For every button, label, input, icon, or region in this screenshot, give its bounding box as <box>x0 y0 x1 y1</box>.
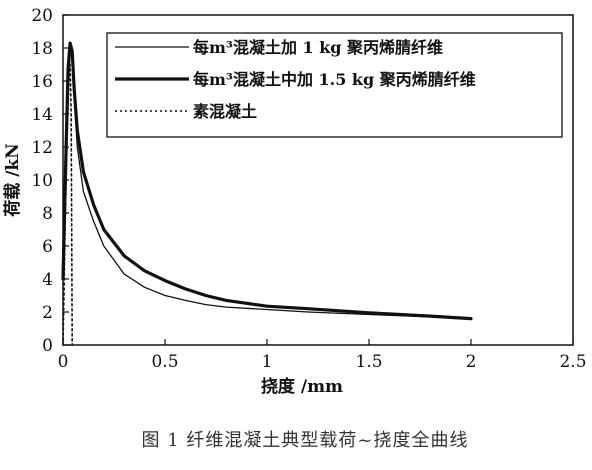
y-tick-label: 20 <box>31 6 53 26</box>
y-tick-label: 8 <box>42 204 53 224</box>
x-tick-label: 1 <box>262 352 273 372</box>
y-tick-label: 4 <box>42 270 53 290</box>
y-tick-label: 6 <box>42 237 53 257</box>
series-layer <box>61 41 473 346</box>
x-tick-label: 0.5 <box>151 352 178 372</box>
legend-label-1: 每m³混凝土加 1 kg 聚丙烯腈纤维 <box>193 38 443 57</box>
y-tick-label: 18 <box>31 39 53 59</box>
x-tick-label: 0 <box>58 352 69 372</box>
legend-label-2: 每m³混凝土中加 1.5 kg 聚丙烯腈纤维 <box>193 70 476 89</box>
y-tick-label: 14 <box>31 105 53 125</box>
x-axis-title: 挠度 /mm <box>261 376 343 397</box>
y-tick-label: 10 <box>31 171 53 191</box>
y-tick-label: 16 <box>31 72 53 92</box>
legend-label-3: 素混凝土 <box>193 102 257 121</box>
axes-layer: 0 0.5 1 1.5 2 2.5 0 2 4 6 8 10 12 14 16 18 20 <box>31 6 586 372</box>
x-tick-label: 2 <box>466 352 477 372</box>
series-line-3 <box>62 63 73 346</box>
legend-box <box>106 32 563 138</box>
figure-caption: 图 1 纤维混凝土典型载荷~挠度全曲线 <box>142 430 469 451</box>
series-line-2 <box>61 41 473 321</box>
y-tick-label: 0 <box>42 336 53 356</box>
x-tick-label: 1.5 <box>355 352 382 372</box>
y-tick-label: 12 <box>31 138 53 158</box>
x-tick-label: 2.5 <box>559 352 586 372</box>
y-tick-label: 2 <box>42 303 53 323</box>
y-axis-title: 荷载 /kN <box>2 143 23 216</box>
